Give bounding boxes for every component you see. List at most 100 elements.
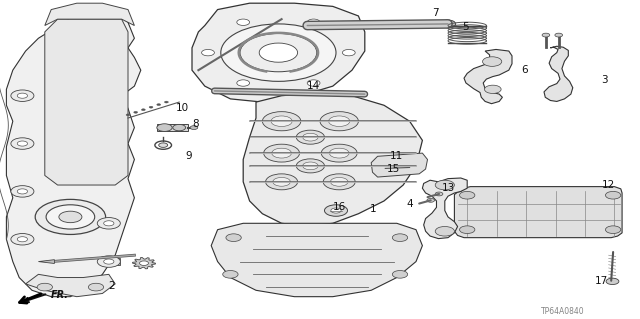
Text: 8: 8: [192, 119, 198, 130]
Circle shape: [329, 116, 350, 126]
Polygon shape: [192, 3, 365, 102]
Text: 3: 3: [602, 75, 608, 85]
Bar: [58, 29, 83, 40]
Circle shape: [240, 33, 317, 72]
Circle shape: [435, 180, 454, 190]
Circle shape: [320, 112, 358, 131]
Circle shape: [303, 133, 318, 141]
Circle shape: [17, 189, 28, 194]
Polygon shape: [45, 19, 128, 185]
Text: 13: 13: [442, 183, 454, 193]
Circle shape: [323, 174, 355, 190]
Circle shape: [140, 261, 148, 265]
Polygon shape: [132, 257, 156, 269]
Circle shape: [605, 226, 621, 234]
Circle shape: [97, 256, 120, 267]
Circle shape: [440, 20, 456, 28]
Circle shape: [542, 33, 550, 37]
Circle shape: [484, 85, 501, 93]
Text: 12: 12: [602, 180, 614, 190]
Text: 9: 9: [186, 151, 192, 161]
Circle shape: [606, 278, 619, 285]
Circle shape: [11, 138, 34, 149]
Circle shape: [342, 49, 355, 56]
Circle shape: [392, 271, 408, 278]
Circle shape: [392, 234, 408, 241]
Circle shape: [271, 116, 292, 126]
Bar: [58, 77, 83, 88]
Circle shape: [17, 237, 28, 242]
Circle shape: [296, 159, 324, 173]
Circle shape: [303, 162, 318, 170]
Polygon shape: [464, 49, 512, 104]
Text: 2: 2: [109, 280, 115, 291]
Bar: [84, 258, 95, 265]
Bar: [58, 93, 83, 104]
Circle shape: [97, 218, 120, 229]
Polygon shape: [26, 274, 115, 297]
Text: 4: 4: [406, 199, 413, 209]
Bar: [90, 61, 115, 72]
Circle shape: [273, 177, 291, 186]
Circle shape: [221, 24, 336, 81]
Circle shape: [307, 19, 320, 26]
Circle shape: [435, 192, 443, 196]
Bar: [58, 172, 83, 183]
Bar: [58, 156, 83, 167]
Circle shape: [435, 226, 454, 236]
Circle shape: [266, 174, 298, 190]
Text: TP64A0840: TP64A0840: [541, 307, 585, 315]
Circle shape: [149, 106, 153, 108]
Circle shape: [104, 259, 114, 264]
Text: 17: 17: [595, 276, 608, 286]
Text: 6: 6: [522, 65, 528, 75]
Circle shape: [46, 205, 95, 229]
Circle shape: [134, 111, 138, 113]
Circle shape: [272, 148, 291, 158]
Circle shape: [262, 112, 301, 131]
Circle shape: [324, 205, 348, 216]
Polygon shape: [6, 10, 141, 297]
Text: 16: 16: [333, 202, 346, 212]
Polygon shape: [38, 260, 54, 263]
Circle shape: [259, 43, 298, 62]
Circle shape: [159, 143, 168, 147]
Circle shape: [307, 80, 320, 86]
Circle shape: [460, 226, 475, 234]
Circle shape: [164, 101, 168, 103]
Bar: [90, 29, 115, 40]
Circle shape: [88, 283, 104, 291]
Circle shape: [321, 144, 357, 162]
Bar: [90, 77, 115, 88]
Circle shape: [11, 186, 34, 197]
Circle shape: [59, 211, 82, 223]
Bar: [157, 124, 188, 131]
Circle shape: [157, 104, 161, 106]
Text: 14: 14: [307, 81, 320, 91]
Circle shape: [202, 49, 214, 56]
Circle shape: [11, 90, 34, 101]
Circle shape: [331, 208, 341, 213]
Circle shape: [296, 130, 324, 144]
Bar: [90, 156, 115, 167]
Text: 10: 10: [176, 103, 189, 114]
Circle shape: [483, 57, 502, 66]
Polygon shape: [544, 46, 573, 101]
Circle shape: [427, 198, 435, 202]
Text: 11: 11: [390, 151, 403, 161]
Text: 7: 7: [432, 8, 438, 18]
Circle shape: [17, 141, 28, 146]
Circle shape: [605, 191, 621, 199]
Text: 15: 15: [387, 164, 400, 174]
Circle shape: [237, 19, 250, 26]
Circle shape: [35, 199, 106, 234]
Circle shape: [223, 271, 238, 278]
Bar: [90, 93, 115, 104]
Circle shape: [157, 124, 172, 131]
Bar: [58, 124, 83, 136]
Polygon shape: [422, 178, 467, 239]
Circle shape: [330, 148, 349, 158]
Circle shape: [126, 114, 130, 116]
Circle shape: [555, 33, 563, 37]
Circle shape: [190, 126, 198, 130]
